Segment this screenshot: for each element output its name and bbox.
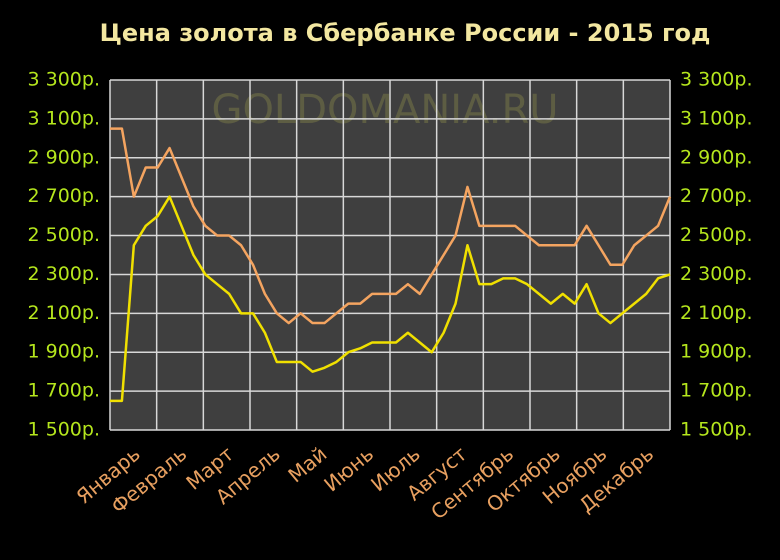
y2-tick-label: 2 700р.: [680, 185, 753, 207]
y-tick-label: 2 700р.: [28, 185, 101, 207]
y-tick-label: 2 300р.: [28, 263, 101, 285]
y2-tick-label: 2 900р.: [680, 146, 753, 168]
y2-tick-label: 1 700р.: [680, 380, 753, 402]
chart-title: Цена золота в Сбербанке России - 2015 го…: [100, 19, 711, 47]
watermark: GOLDOMANIA.RU: [211, 87, 558, 133]
series-line: [110, 195, 671, 403]
y-tick-label: 3 100р.: [28, 107, 101, 129]
y2-tick-label: 2 500р.: [680, 224, 753, 246]
y2-tick-label: 2 100р.: [680, 302, 753, 324]
series-line: [110, 127, 672, 325]
y-tick-label: 2 900р.: [28, 146, 101, 168]
y-tick-label: 3 300р.: [28, 69, 101, 91]
y2-tick-label: 2 300р.: [680, 263, 753, 285]
y-tick-label: 2 500р.: [28, 224, 101, 246]
y-tick-label: 1 900р.: [28, 341, 101, 363]
y2-tick-label: 3 100р.: [680, 107, 753, 129]
y-tick-label: 1 500р.: [28, 419, 101, 441]
y2-tick-label: 1 500р.: [680, 419, 753, 441]
y-tick-label: 2 100р.: [28, 302, 101, 324]
y2-tick-label: 3 300р.: [680, 69, 753, 91]
x-tick-label: Июнь: [319, 442, 378, 497]
y-tick-label: 1 700р.: [28, 380, 101, 402]
y2-tick-label: 1 900р.: [680, 341, 753, 363]
